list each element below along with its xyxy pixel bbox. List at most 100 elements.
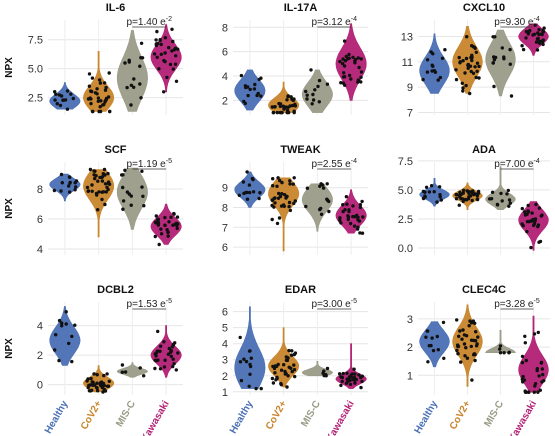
panel-title: TWEAK	[280, 144, 320, 156]
data-point	[536, 390, 540, 394]
data-point	[152, 52, 157, 56]
data-point	[245, 197, 250, 201]
data-point	[141, 194, 145, 198]
data-point	[359, 375, 363, 380]
data-point	[338, 59, 342, 64]
data-point	[123, 61, 127, 65]
y-tick-label: 7.5	[28, 35, 43, 47]
y-tick-label: 2.5	[398, 214, 413, 226]
data-point	[68, 190, 72, 194]
data-point	[470, 378, 474, 382]
data-point	[138, 64, 142, 68]
panel-dcbl2: 0 2 4 DCBL2 p=1.53 e-5 NPX Healthy CoV2+ MIS-C Ka…	[4, 284, 183, 436]
data-point	[425, 329, 430, 333]
y-tick-label: 8	[222, 203, 228, 215]
data-point	[534, 40, 539, 44]
data-point	[341, 371, 345, 376]
data-point	[162, 365, 167, 369]
data-point	[92, 173, 96, 177]
panel-cxcl10: 7 9 11 13 CXCL10 p=9.30 e-4	[401, 2, 550, 119]
data-point	[310, 102, 314, 106]
violin-healthy	[49, 306, 81, 366]
data-point	[436, 78, 440, 82]
data-point	[165, 228, 169, 232]
data-point	[423, 194, 427, 198]
data-point	[456, 343, 460, 347]
data-point	[521, 374, 525, 379]
data-point	[470, 198, 474, 203]
y-tick-label: 3	[222, 355, 228, 367]
data-point	[327, 199, 331, 204]
data-point	[163, 36, 167, 40]
data-point	[325, 182, 329, 186]
data-point	[293, 351, 298, 355]
data-point	[359, 75, 363, 80]
data-point	[359, 80, 363, 84]
data-point	[248, 364, 253, 369]
data-point	[60, 324, 64, 328]
data-point	[426, 360, 430, 364]
data-point	[358, 205, 363, 210]
data-point	[125, 85, 129, 90]
data-point	[157, 67, 161, 71]
data-point	[472, 352, 477, 356]
panel-title: IL-6	[106, 2, 126, 14]
data-point	[525, 229, 529, 234]
data-point	[173, 46, 178, 50]
violin-kawasaki	[335, 189, 367, 234]
data-point	[523, 210, 527, 214]
data-point	[273, 201, 277, 205]
data-point	[461, 89, 465, 93]
data-point	[102, 81, 107, 85]
data-point	[87, 383, 91, 387]
data-point	[280, 110, 284, 115]
data-point	[247, 183, 252, 187]
data-point	[489, 197, 494, 201]
x-category-label: Kawasaki	[139, 399, 171, 436]
data-point	[91, 383, 95, 387]
data-point	[325, 82, 330, 86]
data-point	[461, 328, 465, 332]
y-tick-label: 6	[222, 307, 228, 319]
data-point	[469, 69, 473, 74]
data-point	[454, 68, 458, 72]
data-point	[123, 168, 127, 172]
data-point	[542, 379, 546, 383]
y-tick-label: 5.0	[398, 185, 413, 197]
data-point	[103, 202, 107, 207]
data-point	[339, 375, 343, 379]
data-point	[460, 81, 464, 86]
data-point	[89, 376, 93, 381]
data-point	[358, 203, 363, 207]
data-point	[247, 384, 251, 388]
y-tick-label: 9	[407, 82, 413, 94]
data-point	[140, 185, 144, 189]
data-point	[120, 370, 125, 374]
data-point	[159, 42, 163, 47]
data-point	[536, 330, 540, 335]
data-point	[443, 48, 447, 52]
data-point	[120, 363, 125, 367]
data-point	[359, 385, 363, 390]
data-point	[455, 318, 459, 322]
data-point	[53, 348, 57, 352]
data-point	[351, 55, 355, 59]
data-point	[169, 354, 173, 358]
data-point	[53, 90, 57, 94]
data-point	[279, 368, 284, 372]
data-point	[259, 76, 263, 80]
data-point	[341, 81, 345, 85]
data-point	[292, 363, 296, 367]
data-point	[441, 320, 446, 325]
data-point	[242, 357, 246, 361]
data-point	[473, 358, 477, 363]
data-point	[358, 231, 362, 235]
panel-il-17a: 2 4 6 8 IL-17A p=3.12 e-4	[222, 2, 368, 115]
data-point	[174, 79, 179, 84]
panel-title: EDAR	[285, 284, 316, 296]
data-point	[254, 386, 258, 391]
data-point	[292, 201, 296, 206]
data-point	[138, 82, 142, 86]
y-tick-label: 1	[222, 387, 228, 399]
data-point	[532, 223, 536, 228]
